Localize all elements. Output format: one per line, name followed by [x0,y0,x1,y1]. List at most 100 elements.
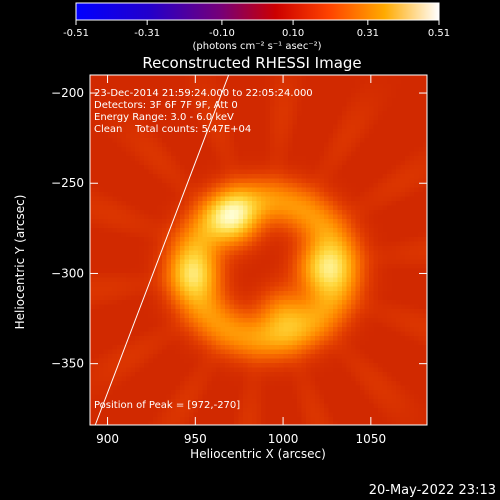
heatmap-cell [126,106,131,112]
heatmap-cell [319,183,325,188]
heatmap-cell [337,219,343,224]
heatmap-cell [274,313,280,319]
heatmap-cell [121,138,127,143]
heatmap-cell [99,291,104,296]
heatmap-cell [319,205,325,211]
heatmap-cell [99,367,104,373]
heatmap-cell [157,336,163,341]
heatmap-cell [351,228,356,233]
heatmap-cell [153,169,158,175]
heatmap-cell [193,250,199,256]
heatmap-cell [126,178,131,184]
heatmap-cell [153,376,158,382]
heatmap-cell [202,295,208,301]
heatmap-cell [229,354,235,359]
heatmap-cell [121,394,127,400]
heatmap-cell [274,241,280,247]
heatmap-cell [211,381,217,386]
heatmap-cell [288,349,293,355]
heatmap-cell [342,363,347,368]
heatmap-cell [229,250,235,256]
heatmap-cell [337,327,343,332]
heatmap-cell [346,259,352,265]
heatmap-cell [355,313,361,319]
heatmap-cell [148,133,154,139]
heatmap-cell [157,268,163,274]
heatmap-cell [162,214,167,220]
heatmap-cell [283,183,289,188]
heatmap-cell [139,412,145,418]
heatmap-cell [153,192,158,197]
heatmap-cell [225,268,230,274]
heatmap-cell [351,246,356,251]
heatmap-cell [364,102,370,107]
heatmap-cell [342,408,347,413]
heatmap-cell [94,210,100,215]
heatmap-cell [103,165,109,170]
heatmap-cell [301,120,307,125]
heatmap-cell [324,223,329,229]
heatmap-cell [220,313,226,319]
heatmap-cell [306,354,311,359]
heatmap-cell [346,354,352,359]
heatmap-cell [225,223,230,229]
heatmap-cell [211,363,217,368]
heatmap-cell [369,394,374,400]
heatmap-cell [229,232,235,238]
heatmap-cell [153,372,158,377]
heatmap-cell [310,331,316,337]
heatmap-cell [360,192,365,197]
heatmap-cell [211,151,217,157]
heatmap-cell [126,84,131,89]
heatmap-cell [355,336,361,341]
heatmap-cell [211,160,217,166]
heatmap-cell [126,223,131,229]
heatmap-cell [328,241,334,247]
heatmap-cell [166,169,172,175]
heatmap-cell [292,358,298,364]
heatmap-cell [238,412,244,418]
heatmap-cell [247,210,253,215]
heatmap-cell [117,183,122,188]
heatmap-cell [261,277,266,283]
heatmap-cell [283,174,289,179]
heatmap-cell [310,129,316,134]
heatmap-cell [139,376,145,382]
heatmap-cell [90,300,95,305]
heatmap-cell [355,250,361,256]
heatmap-cell [166,214,172,220]
heatmap-cell [270,403,275,409]
heatmap-cell [211,304,217,310]
heatmap-cell [225,192,230,197]
heatmap-cell [162,295,167,301]
heatmap-cell [234,201,239,206]
heatmap-cell [144,268,149,274]
colorbar-tick-label: -0.31 [134,28,160,39]
heatmap-cell [220,273,226,278]
heatmap-cell [373,273,379,278]
heatmap-cell [189,354,194,359]
heatmap-cell [324,304,329,310]
heatmap-cell [364,250,370,256]
heatmap-cell [117,372,122,377]
heatmap-cell [130,327,136,332]
heatmap-cell [369,322,374,328]
heatmap-cell [351,363,356,368]
heatmap-cell [184,228,190,233]
heatmap-cell [117,223,122,229]
heatmap-cell [207,138,212,143]
heatmap-cell [364,331,370,337]
heatmap-cell [279,120,284,125]
heatmap-cell [171,178,176,184]
heatmap-cell [139,336,145,341]
heatmap-cell [274,183,280,188]
heatmap-cell [256,124,262,130]
heatmap-cell [166,138,172,143]
heatmap-cell [90,304,95,310]
heatmap-cell [288,264,293,269]
heatmap-cell [175,381,181,386]
heatmap-cell [139,313,145,319]
heatmap-cell [180,241,185,247]
heatmap-cell [328,282,334,287]
heatmap-cell [360,124,365,130]
